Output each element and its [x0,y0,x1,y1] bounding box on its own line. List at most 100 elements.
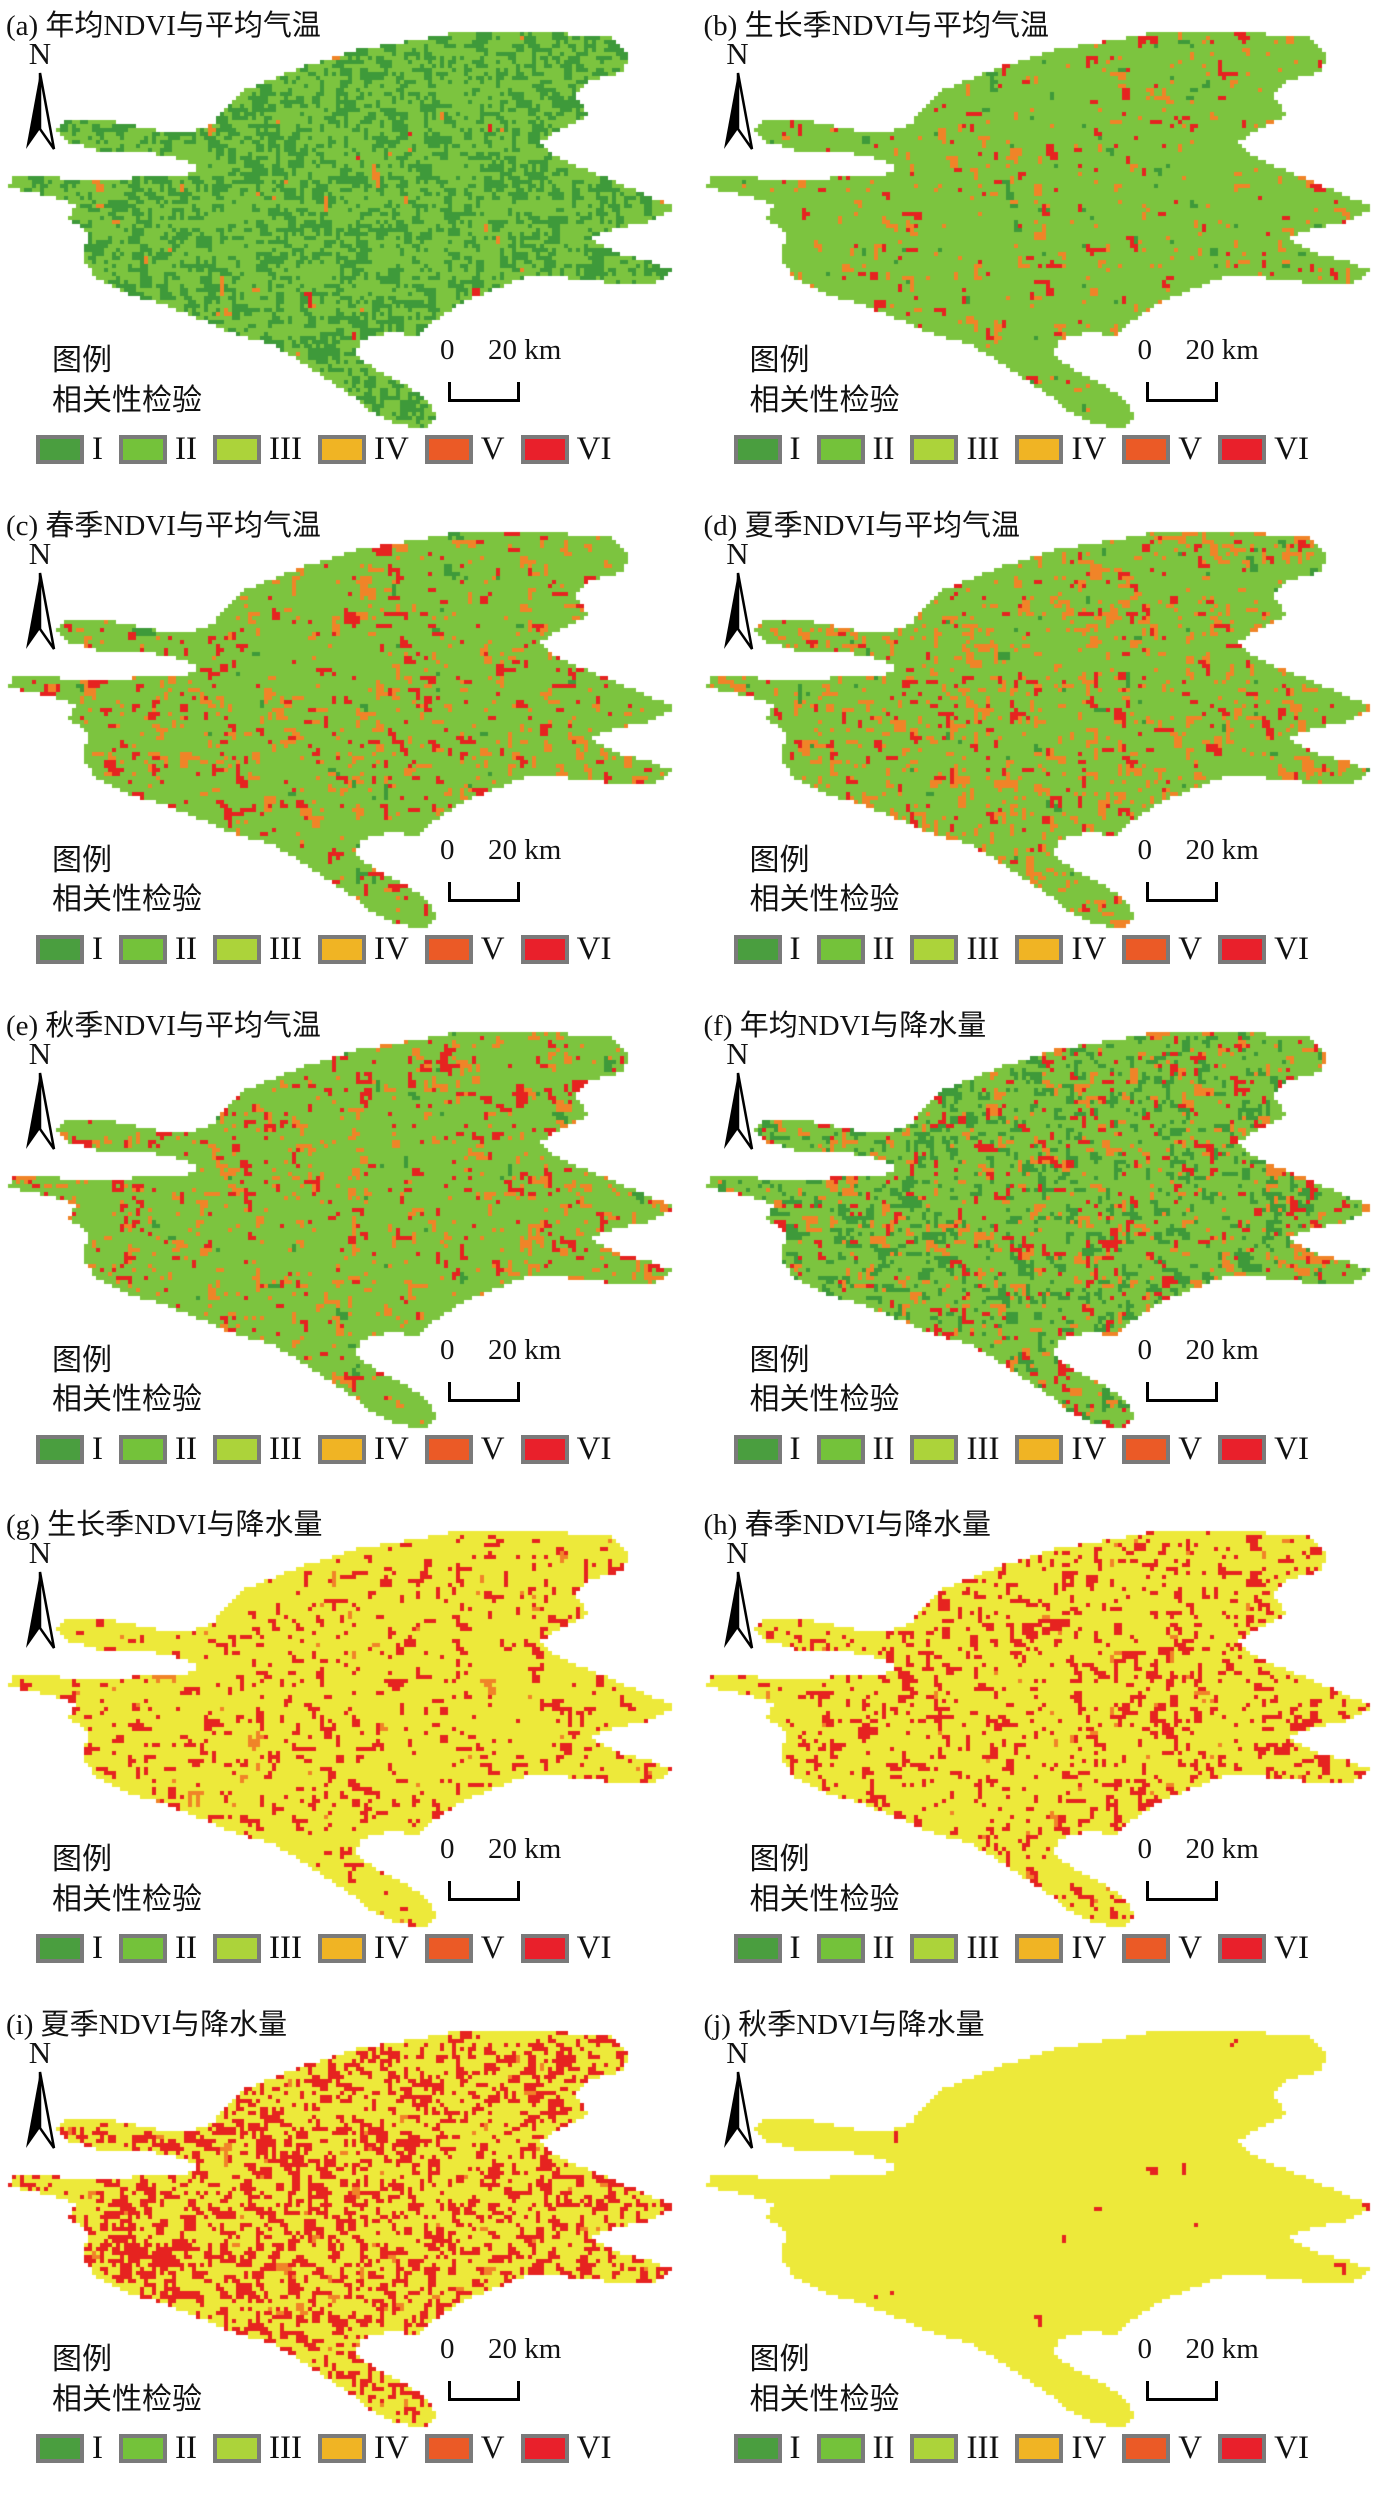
legend-class: VI [1218,2432,1309,2465]
legend: 图例 相关性检验 [52,2343,202,2417]
legend-class-swatch [1218,2434,1267,2464]
legend-class-label: II [872,1430,895,1467]
legend-class-label: I [92,1930,103,1967]
legend-class-swatch [910,435,959,464]
legend-class: I [733,930,801,967]
correlation-raster-map [697,1027,1382,1468]
legend-class-label: II [872,2430,895,2467]
scale-bar-start-label: 0 [440,334,455,366]
panel-title: (i) 夏季NDVI与降水量 [6,2009,288,2042]
legend-class-swatch [424,1434,473,1464]
legend-class-swatch [119,934,167,964]
north-label: N [726,2035,749,2071]
scale-bar: 0 20 km [432,2333,612,2405]
legend-class-label: III [966,431,1000,467]
legend-classes: I II III IV V VI [733,2430,1382,2467]
north-label: N [726,535,749,571]
panel-title: (c) 春季NDVI与平均气温 [6,509,321,542]
legend-class-swatch [212,1934,261,1964]
legend-class-label: III [966,1430,1000,1467]
legend-title: 图例 [749,2343,810,2377]
legend-title: 图例 [749,344,810,377]
scale-bar-end-label: 20 km [488,1333,562,1366]
legend-class-label: III [268,1430,302,1467]
legend-class-label: II [175,930,197,967]
legend-class-label: IV [1071,1930,1107,1967]
correlation-raster-map [0,1527,684,1968]
legend-class-swatch [119,2434,167,2464]
north-label: N [726,1535,749,1571]
scale-bar-end-label: 20 km [1185,833,1259,866]
north-arrow-icon [26,1572,56,1650]
scale-bar-start-label: 0 [440,1833,455,1866]
legend-class-label: I [92,1430,103,1467]
legend-class-swatch [1218,435,1267,464]
legend-class: V [1122,2432,1202,2465]
legend-subtitle: 相关性检验 [52,883,202,917]
legend-subtitle: 相关性检验 [52,1882,202,1916]
legend-class-label: I [789,930,801,967]
legend-class-label: I [789,431,801,467]
panel-title: (a) 年均NDVI与平均气温 [6,10,321,42]
legend-class-swatch [1015,435,1064,464]
legend-class: V [1122,932,1202,966]
legend-class-swatch [119,435,167,464]
legend-class: IV [317,1932,409,1965]
scale-bar-end-label: 20 km [1185,1833,1259,1866]
map-panel: (c) 春季NDVI与平均气温 N 0 20 km 图例 相关性检验 I II [0,500,698,1000]
legend-class-label: III [966,1930,1000,1967]
scale-bar-bracket [448,2381,520,2402]
scale-bar-bracket [448,1881,520,1902]
legend-class-swatch [816,1434,865,1464]
legend-class-swatch [424,435,473,464]
legend-class-label: V [480,930,505,967]
panel-title: (e) 秋季NDVI与平均气温 [6,1009,321,1042]
legend-class: VI [520,2432,611,2465]
legend: 图例 相关性检验 [750,844,900,918]
legend-class: II [119,433,197,466]
north-label: N [28,1535,52,1571]
legend: 图例 相关性检验 [750,1344,900,1418]
legend-class: III [910,1932,999,1965]
legend-class-swatch [520,435,569,464]
north-arrow-icon [26,2071,56,2149]
scale-bar: 0 20 km [432,834,612,906]
legend-class-swatch [816,1934,865,1964]
correlation-raster-map [697,1527,1382,1968]
legend-class-label: V [1178,2430,1203,2467]
legend-class-label: IV [1071,1430,1107,1467]
legend-class: III [212,2432,302,2465]
legend-title: 图例 [749,1843,810,1877]
legend-class-label: V [480,1430,505,1467]
legend-class: I [36,932,103,966]
legend-class-label: IV [1071,930,1107,967]
scale-bar-bracket [1145,1881,1218,1902]
legend-class: II [816,433,894,466]
legend-class-swatch [424,934,473,964]
legend-class-swatch [1015,2434,1064,2464]
legend-class: V [424,930,505,967]
legend-class: V [424,1932,505,1965]
legend: 图例 相关性检验 [52,844,202,918]
north-arrow-icon [723,1072,753,1150]
scale-bar-end-label: 20 km [488,2333,562,2366]
legend-class: VI [1218,1932,1309,1965]
north-label: N [28,1035,52,1071]
map-panel: (i) 夏季NDVI与降水量 N 0 20 km 图例 相关性检验 I II [0,1999,698,2499]
map-panel: (f) 年均NDVI与降水量 N 0 20 km 图例 相关性检验 I II [697,1000,1395,1500]
legend-class-label: V [480,2430,505,2467]
legend-class-swatch [520,934,569,964]
legend-class: V [424,433,505,466]
legend-class: II [119,930,197,967]
legend-subtitle: 相关性检验 [52,383,202,417]
scale-bar-bracket [1145,1381,1218,1402]
north-arrow: N [714,538,762,655]
legend-class-label: I [92,2430,103,2467]
legend-class: III [910,2432,999,2465]
scale-bar-end-label: 20 km [488,1833,562,1866]
scale-bar-end-label: 20 km [1185,2333,1259,2366]
north-arrow: N [714,38,762,155]
legend-class-label: III [966,930,1000,967]
legend-class: VI [1218,932,1309,966]
correlation-raster-map [0,2027,684,2468]
